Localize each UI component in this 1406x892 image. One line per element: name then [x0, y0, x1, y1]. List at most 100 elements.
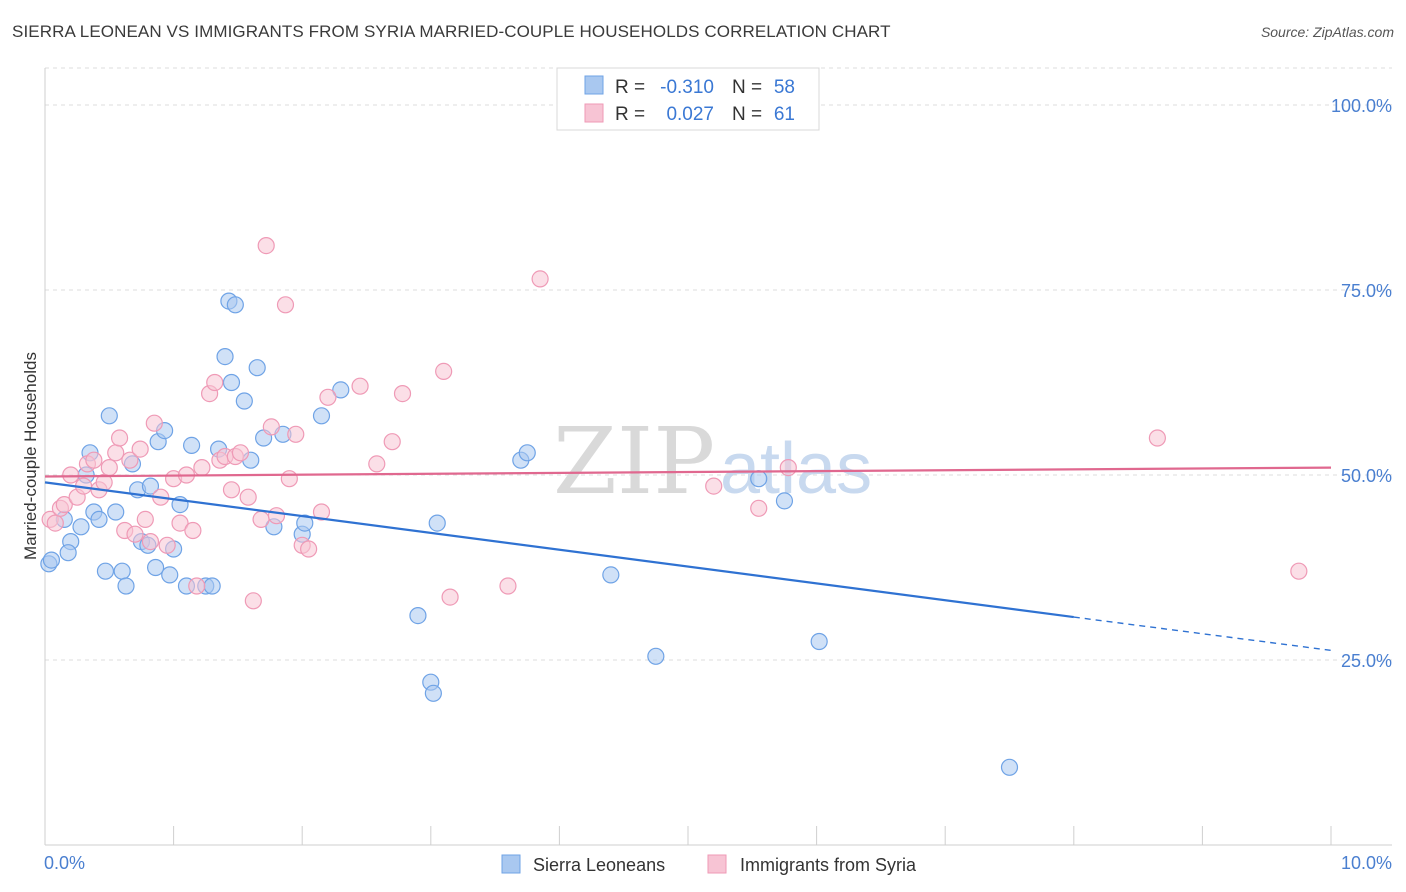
point-syria-immigrant [300, 540, 318, 558]
point-syria-immigrant [222, 481, 241, 499]
legend-r-value-1: -0.310 [660, 77, 714, 98]
point-syria-immigrant [110, 429, 129, 447]
x-ticks [44, 826, 1332, 845]
point-sierra-leonean [117, 577, 135, 595]
bottom-legend-swatch-syria [707, 854, 727, 874]
point-sierra-leonean [296, 514, 314, 532]
bottom-legend-swatch-sierra [501, 854, 521, 874]
bottom-legend-label-syria: Immigrants from Syria [740, 855, 917, 875]
point-sierra-leonean [518, 444, 536, 462]
source-label: Source: ZipAtlas.com [1260, 24, 1394, 40]
trend-lines [44, 466, 1332, 652]
point-syria-immigrant [231, 444, 250, 462]
trend-line-syria [44, 466, 1332, 478]
point-sierra-leonean [810, 632, 828, 651]
point-syria-immigrant [145, 414, 163, 432]
point-sierra-leonean [428, 514, 446, 532]
legend-swatch-sierra [584, 75, 604, 95]
legend-top: R = -0.310 N = 58 R = 0.027 N = 61 [556, 67, 820, 131]
legend-r-label-2: R = [615, 104, 645, 125]
point-syria-immigrant [206, 373, 224, 392]
legend-n-value-1: 58 [774, 77, 795, 98]
x-tick-label-right: 10.0% [1341, 853, 1392, 873]
point-sierra-leonean [775, 492, 794, 510]
point-syria-immigrant [252, 510, 270, 529]
point-sierra-leonean [203, 577, 221, 595]
point-sierra-leonean [72, 518, 90, 536]
point-syria-immigrant [62, 466, 80, 484]
y-tick-label: 50.0% [1341, 466, 1392, 486]
legend-r-value-2: 0.027 [666, 104, 714, 125]
point-syria-immigrant [257, 237, 275, 255]
point-sierra-leonean [602, 566, 620, 584]
point-syria-immigrant [100, 459, 118, 477]
bottom-legend-label-sierra: Sierra Leoneans [533, 855, 665, 875]
point-sierra-leonean [312, 407, 331, 425]
point-sierra-leonean [647, 647, 665, 665]
point-sierra-leonean [235, 392, 253, 410]
point-syria-immigrant [171, 514, 189, 532]
point-syria-immigrant [1290, 562, 1308, 580]
point-syria-immigrant [85, 451, 103, 469]
point-syria-immigrant [188, 577, 206, 595]
point-syria-immigrant [368, 455, 386, 473]
trend-line-extension [1073, 616, 1332, 652]
chart-title: SIERRA LEONEAN VS IMMIGRANTS FROM SYRIA … [12, 22, 891, 41]
legend-n-label-2: N = [732, 104, 762, 125]
point-syria-immigrant [46, 514, 64, 532]
point-sierra-leonean [226, 296, 244, 314]
point-syria-immigrant [531, 270, 549, 288]
point-syria-immigrant [131, 440, 149, 458]
point-sierra-leonean [332, 381, 350, 399]
point-syria-immigrant [158, 536, 176, 554]
point-syria-immigrant [55, 496, 73, 514]
point-syria-immigrant [136, 510, 154, 529]
point-sierra-leonean [248, 359, 266, 377]
x-tick-label-left: 0.0% [44, 853, 85, 873]
point-sierra-leonean [216, 348, 234, 366]
point-syria-immigrant [499, 577, 517, 595]
legend-r-label-1: R = [615, 77, 645, 98]
point-syria-immigrant [319, 388, 337, 406]
point-syria-immigrant [750, 499, 768, 517]
point-syria-immigrant [141, 532, 160, 551]
point-sierra-leonean [1000, 758, 1019, 776]
point-sierra-leonean [59, 544, 77, 562]
point-syria-immigrant [239, 488, 257, 506]
legend-swatch-syria [584, 103, 604, 123]
point-syria-immigrant [126, 525, 144, 543]
point-sierra-leonean [107, 503, 125, 521]
point-syria-immigrant [267, 507, 286, 525]
y-tick-label: 75.0% [1341, 281, 1392, 301]
scatter-points [40, 237, 1308, 776]
point-syria-immigrant [121, 451, 139, 469]
point-sierra-leonean [90, 510, 108, 529]
point-sierra-leonean [96, 562, 115, 580]
point-syria-immigrant [383, 433, 401, 451]
point-syria-immigrant [276, 296, 295, 314]
point-syria-immigrant [393, 385, 412, 403]
point-syria-immigrant [435, 362, 453, 380]
point-syria-immigrant [193, 459, 211, 477]
point-sierra-leonean [750, 470, 768, 488]
point-sierra-leonean [141, 477, 160, 495]
y-tick-label: 100.0% [1331, 96, 1392, 116]
legend-bottom: Sierra Leoneans Immigrants from Syria [501, 854, 917, 875]
point-syria-immigrant [441, 588, 459, 606]
watermark-zip: ZIP [553, 408, 715, 515]
y-axis-title: Married-couple Households [21, 352, 40, 560]
point-sierra-leonean [113, 562, 131, 580]
point-syria-immigrant [1148, 429, 1166, 447]
point-sierra-leonean [42, 551, 61, 569]
legend-n-label-1: N = [732, 77, 762, 98]
point-syria-immigrant [184, 521, 202, 540]
point-syria-immigrant [705, 477, 723, 495]
point-syria-immigrant [107, 444, 125, 462]
point-sierra-leonean [183, 436, 201, 454]
point-sierra-leonean [409, 606, 427, 625]
point-sierra-leonean [146, 558, 165, 577]
point-sierra-leonean [100, 407, 118, 425]
point-syria-immigrant [779, 459, 797, 477]
y-tick-labels: 25.0% 50.0% 75.0% 100.0% [1331, 96, 1392, 671]
